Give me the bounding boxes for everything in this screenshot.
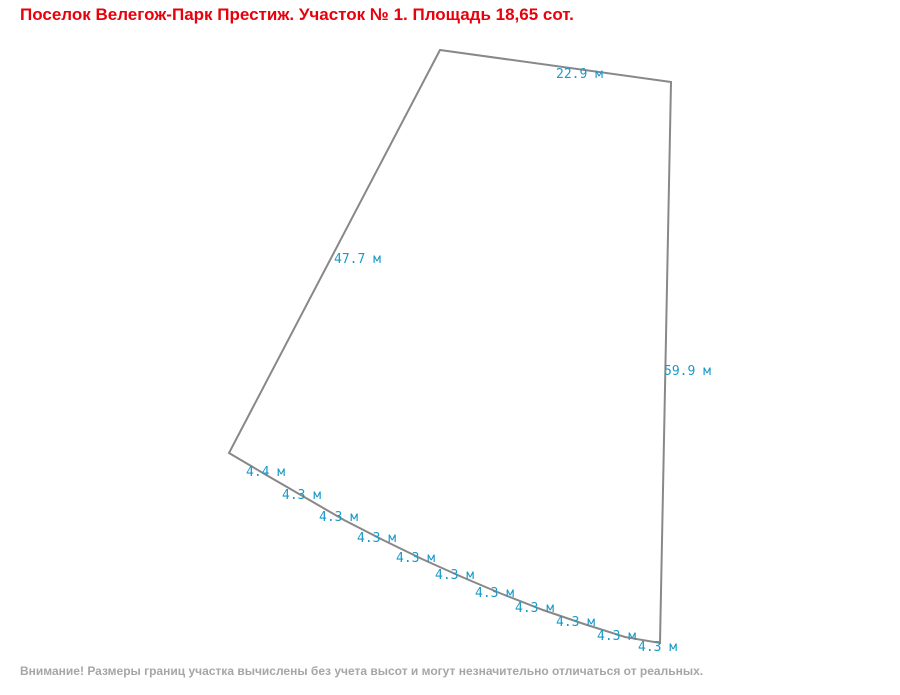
edge-label: 4.3 м — [319, 510, 358, 525]
edge-label: 4.3 м — [515, 601, 554, 616]
edge-label: 59.9 м — [664, 364, 711, 379]
edge-label: 4.3 м — [556, 615, 595, 630]
edge-label: 4.3 м — [638, 640, 677, 655]
edge-label: 4.3 м — [475, 586, 514, 601]
edge-label: 4.4 м — [246, 465, 285, 480]
edge-label: 4.3 м — [357, 531, 396, 546]
edge-labels: 22.9 м47.7 м59.9 м4.4 м4.3 м4.3 м4.3 м4.… — [246, 67, 711, 655]
title: Поселок Велегож-Парк Престиж. Участок № … — [20, 5, 574, 24]
note: Внимание! Размеры границ участка вычисле… — [20, 664, 703, 678]
edge-label: 4.3 м — [396, 551, 435, 566]
edge-label: 47.7 м — [334, 252, 381, 267]
edge-label: 22.9 м — [556, 67, 603, 82]
plot-boundary — [227, 48, 673, 645]
edge-label: 4.3 м — [597, 629, 636, 644]
edge-label: 4.3 м — [282, 488, 321, 503]
edge-label: 4.3 м — [435, 568, 474, 583]
